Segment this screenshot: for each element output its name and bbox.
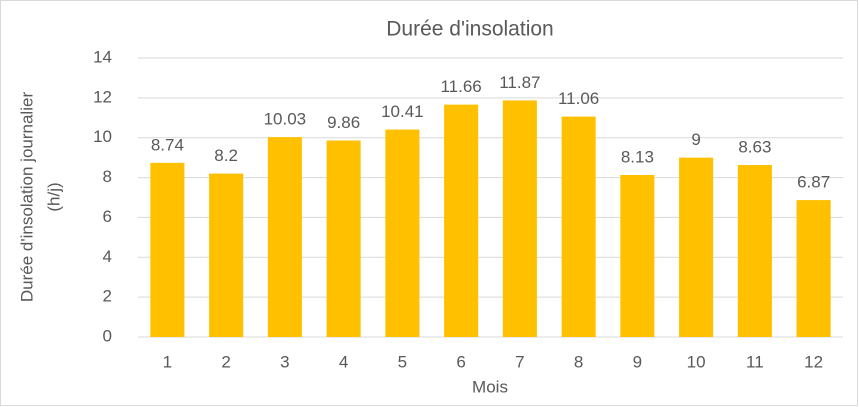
- y-tick-label: 10: [93, 127, 112, 146]
- bar: [796, 200, 831, 337]
- data-label: 10.41: [381, 102, 424, 121]
- bar: [737, 165, 772, 337]
- data-label: 11.66: [440, 77, 481, 96]
- data-label: 8.74: [151, 135, 184, 154]
- bar: [561, 116, 596, 337]
- bar: [679, 157, 714, 337]
- y-axis-label: Durée d'insolation journalier: [17, 92, 36, 303]
- data-label: 10.03: [264, 110, 307, 129]
- y-tick-label: 12: [93, 87, 112, 106]
- bar: [326, 140, 361, 337]
- data-label: 9.86: [327, 113, 360, 132]
- bar: [267, 137, 302, 337]
- x-tick-label: 12: [804, 352, 823, 371]
- bar: [444, 104, 479, 337]
- y-tick-label: 0: [103, 326, 112, 345]
- y-tick-label: 14: [93, 47, 112, 66]
- bar: [502, 100, 537, 337]
- x-tick-label: 3: [280, 352, 289, 371]
- y-tick-label: 8: [103, 167, 112, 186]
- x-tick-label: 8: [574, 352, 583, 371]
- x-tick-label: 5: [398, 352, 407, 371]
- bar: [620, 174, 655, 337]
- y-axis-label: (h/j): [44, 182, 63, 211]
- x-tick-label: 11: [746, 352, 764, 371]
- x-tick-label: 10: [687, 352, 706, 371]
- data-label: 6.87: [797, 173, 830, 192]
- y-tick-label: 6: [103, 207, 112, 226]
- bar: [385, 129, 420, 337]
- x-axis-label: Mois: [472, 377, 508, 396]
- data-label: 8.13: [621, 147, 654, 166]
- x-tick-label: 7: [515, 352, 524, 371]
- x-tick-label: 6: [456, 352, 465, 371]
- x-tick-label: 4: [339, 352, 348, 371]
- bar: [209, 173, 244, 337]
- data-label: 11.06: [558, 89, 599, 108]
- data-label: 11.87: [499, 73, 540, 92]
- data-label: 8.63: [738, 138, 771, 157]
- data-label: 9: [691, 130, 700, 149]
- x-tick-label: 9: [633, 352, 642, 371]
- x-tick-label: 2: [221, 352, 230, 371]
- bar: [150, 162, 185, 337]
- y-tick-label: 2: [103, 287, 112, 306]
- chart-title: Durée d'insolation: [386, 18, 553, 41]
- x-tick-label: 1: [163, 352, 172, 371]
- y-tick-label: 4: [103, 247, 112, 266]
- data-label: 8.2: [214, 146, 238, 165]
